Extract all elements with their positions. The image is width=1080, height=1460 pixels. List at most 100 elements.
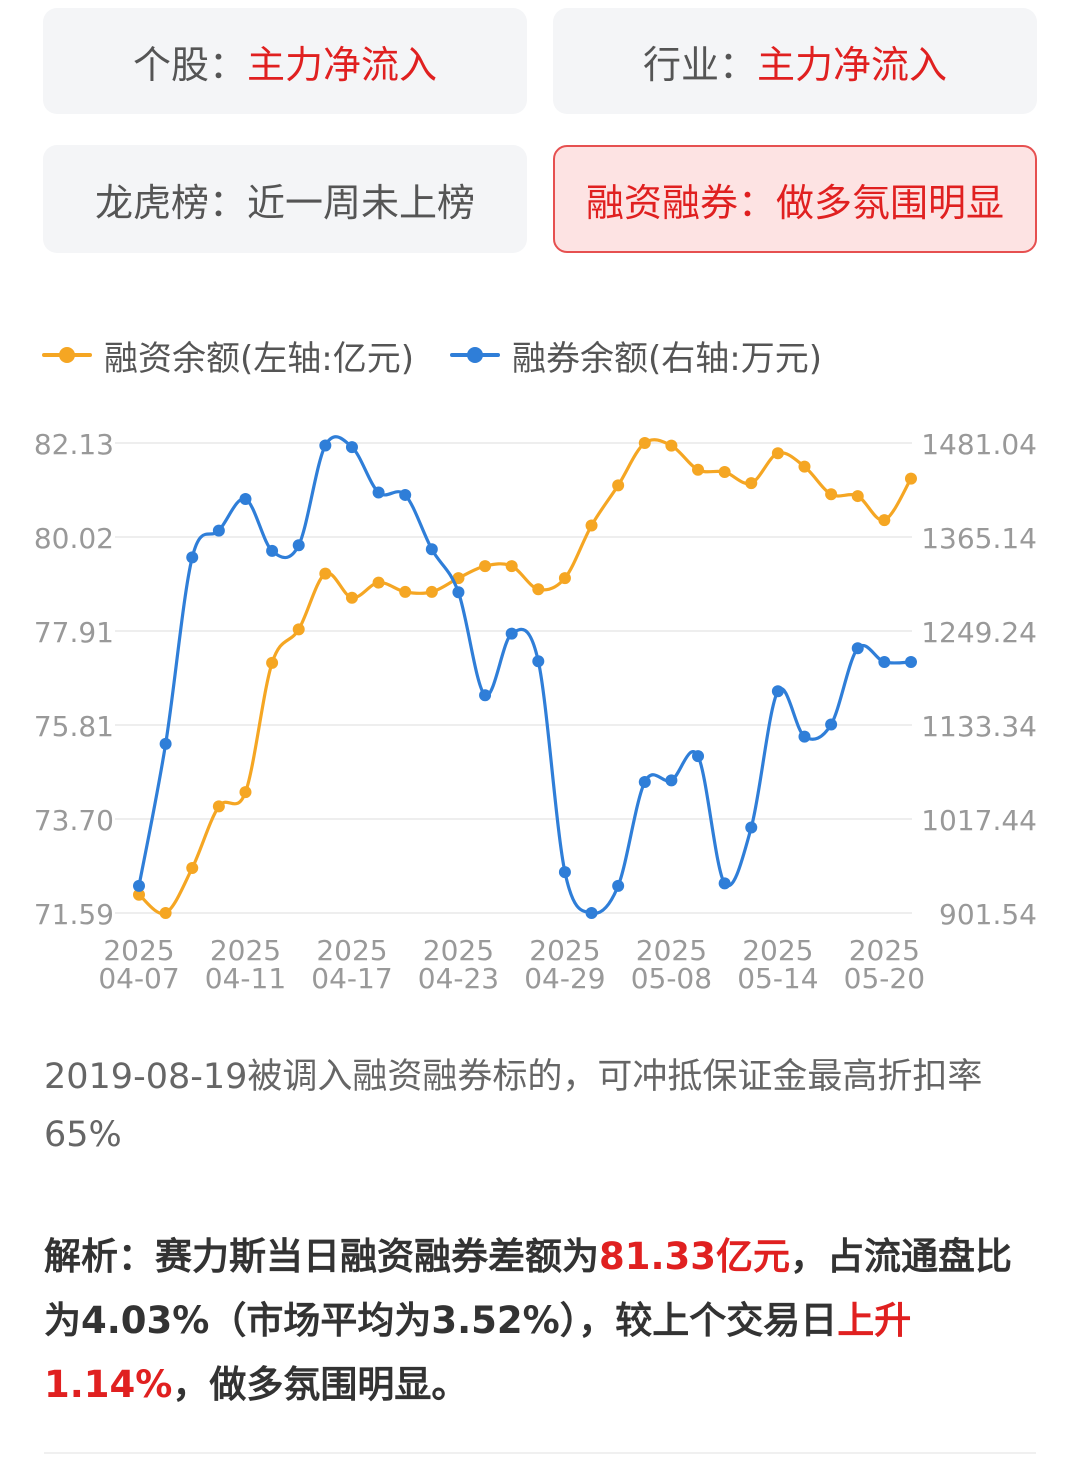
lending-data-point[interactable] [718, 877, 731, 890]
card-margin-trading-label: 融资融券： [585, 180, 776, 225]
x-tick-year-label: 2025 [529, 934, 600, 967]
financing-data-point[interactable] [212, 800, 225, 813]
lending-data-point[interactable] [851, 642, 864, 655]
lending-data-point[interactable] [585, 907, 598, 919]
x-tick-date-label: 04-11 [205, 962, 286, 995]
lending-data-point[interactable] [878, 656, 891, 669]
analysis-text-3: ，做多氛围明显。 [172, 1363, 469, 1406]
x-tick-year-label: 2025 [103, 934, 174, 967]
financing-data-point[interactable] [266, 656, 279, 669]
financing-data-point[interactable] [745, 477, 758, 490]
x-tick-date-label: 04-23 [418, 962, 499, 995]
financing-data-point[interactable] [825, 488, 838, 501]
lending-data-point[interactable] [825, 718, 838, 731]
lending-data-point[interactable] [692, 750, 705, 763]
analysis-paragraph: 解析：赛力斯当日融资融券差额为81.33亿元，占流通盘比为4.03%（市场平均为… [44, 1225, 1044, 1417]
lending-data-point[interactable] [159, 737, 172, 750]
lending-data-point[interactable] [292, 539, 305, 552]
legend-item-lending[interactable]: 融券余额(右轴:万元) [449, 331, 822, 380]
lending-data-point[interactable] [665, 774, 678, 787]
lending-data-point[interactable] [239, 492, 252, 505]
y-left-tick-label: 80.02 [34, 522, 114, 555]
lending-data-point[interactable] [266, 544, 279, 557]
financing-data-point[interactable] [558, 572, 571, 585]
y-left-tick-label: 73.70 [34, 804, 114, 837]
financing-data-point[interactable] [505, 560, 518, 573]
analysis-text-2: ，占流通盘比为4.03%（市场平均为3.52%），较上个交易日 [44, 1235, 1013, 1342]
financing-data-point[interactable] [585, 519, 598, 532]
lending-series-line [137, 435, 912, 915]
financing-data-point[interactable] [692, 463, 705, 476]
financing-data-point[interactable] [718, 465, 731, 478]
lending-data-point[interactable] [186, 551, 199, 564]
y-right-tick-label: 1481.04 [921, 428, 1037, 461]
lending-data-point[interactable] [319, 439, 332, 452]
financing-data-point[interactable] [851, 490, 864, 503]
card-dragon-tiger-label: 龙虎榜： [94, 180, 247, 225]
x-tick-year-label: 2025 [636, 934, 707, 967]
analysis-text-1: 赛力斯当日融资融券差额为 [155, 1235, 599, 1278]
lending-data-point[interactable] [612, 879, 625, 892]
margin-balance-chart: 82.13 1481.04 80.02 1365.14 77.91 1249.24 75.8… [34, 428, 1037, 995]
analysis-change: 上升1.14% [44, 1299, 912, 1406]
lending-data-point[interactable] [212, 524, 225, 537]
y-left-tick-label: 77.91 [34, 616, 114, 649]
financing-data-point[interactable] [638, 437, 651, 449]
x-tick-date-label: 04-07 [98, 962, 179, 995]
financing-data-point[interactable] [479, 560, 492, 573]
financing-data-point[interactable] [425, 585, 438, 598]
financing-data-point[interactable] [798, 460, 811, 473]
x-tick-year-label: 2025 [849, 934, 920, 967]
legend-item-financing[interactable]: 融资余额(左轴:亿元) [42, 331, 414, 380]
card-dragon-tiger[interactable]: 龙虎榜： 近一周未上榜 [43, 145, 527, 253]
card-industry-label: 行业： [642, 42, 757, 87]
y-right-tick-label: 1365.14 [921, 522, 1037, 555]
lending-data-point[interactable] [904, 656, 917, 669]
lending-data-point[interactable] [638, 776, 651, 789]
financing-data-point[interactable] [239, 786, 252, 799]
financing-data-point[interactable] [372, 576, 385, 589]
lending-data-point[interactable] [425, 543, 438, 556]
financing-data-point[interactable] [133, 888, 145, 901]
bottom-divider [44, 1452, 1036, 1454]
lending-data-point[interactable] [479, 689, 492, 702]
card-margin-trading[interactable]: 融资融券： 做多氛围明显 [553, 145, 1037, 253]
financing-data-point[interactable] [399, 585, 412, 598]
lending-data-point[interactable] [345, 441, 358, 454]
legend-lending-label: 融券余额(右轴:万元) [511, 338, 822, 379]
lending-data-point[interactable] [558, 866, 571, 879]
lending-data-point[interactable] [505, 627, 518, 640]
x-tick-year-label: 2025 [316, 934, 387, 967]
card-industry[interactable]: 行业： 主力净流入 [553, 8, 1037, 114]
financing-data-point[interactable] [159, 907, 172, 919]
financing-data-point[interactable] [612, 479, 625, 492]
financing-data-point[interactable] [186, 861, 199, 874]
y-left-tick-label: 71.59 [34, 898, 114, 931]
card-stock[interactable]: 个股： 主力净流入 [43, 8, 527, 114]
lending-data-point[interactable] [532, 655, 545, 668]
lending-data-point[interactable] [771, 685, 784, 698]
lending-data-point[interactable] [372, 486, 385, 499]
legend-financing-marker [42, 345, 92, 365]
y-right-tick-label: 1249.24 [921, 616, 1037, 649]
x-tick-date-label: 05-08 [631, 962, 712, 995]
financing-data-point[interactable] [319, 567, 332, 580]
lending-data-point[interactable] [399, 488, 412, 501]
financing-data-point[interactable] [292, 623, 305, 636]
card-dragon-tiger-value: 近一周未上榜 [247, 180, 476, 225]
financing-data-point[interactable] [532, 583, 545, 596]
financing-data-point[interactable] [665, 439, 678, 452]
financing-data-point[interactable] [904, 472, 917, 485]
lending-data-point[interactable] [745, 821, 758, 834]
analysis-prefix: 解析： [44, 1235, 155, 1278]
financing-data-point[interactable] [345, 591, 358, 604]
card-stock-label: 个股： [132, 42, 247, 87]
margin-eligibility-note: 2019-08-19被调入融资融券标的，可冲抵保证金最高折扣率65% [44, 1057, 983, 1155]
analysis-amount: 81.33亿元 [599, 1235, 791, 1278]
x-tick-year-label: 2025 [742, 934, 813, 967]
financing-data-point[interactable] [878, 514, 891, 527]
lending-data-point[interactable] [133, 879, 145, 892]
financing-data-point[interactable] [771, 447, 784, 460]
lending-data-point[interactable] [798, 730, 811, 743]
lending-data-point[interactable] [452, 586, 465, 599]
